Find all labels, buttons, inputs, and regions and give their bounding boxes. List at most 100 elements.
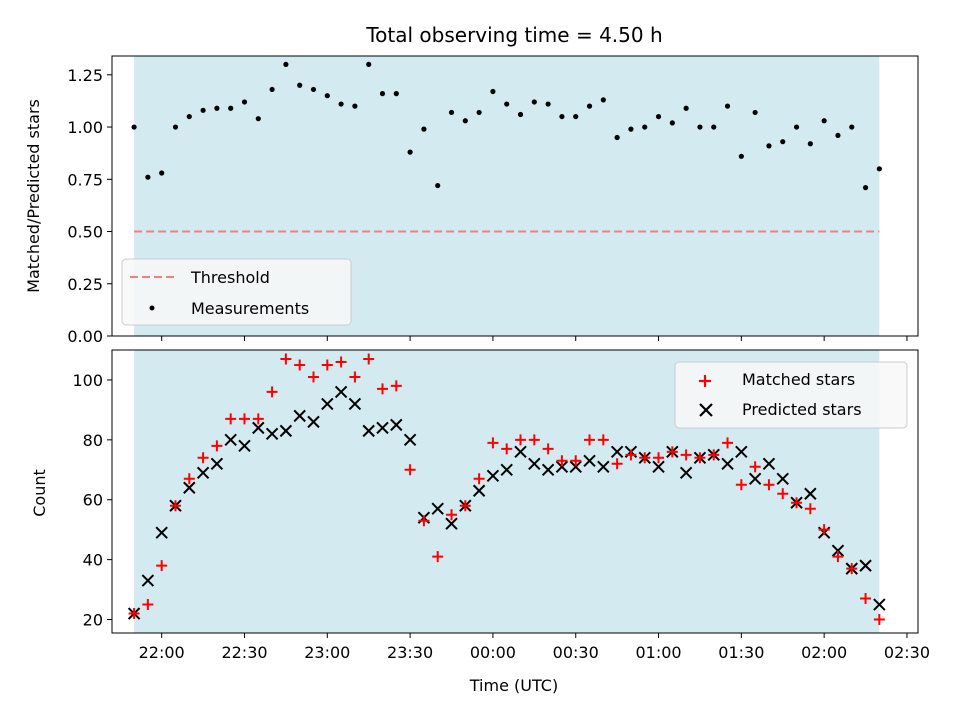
predicted-stars-point [403, 433, 417, 447]
predicted-stars-point [196, 466, 210, 479]
measurement-point [324, 93, 330, 99]
matched-stars-point [446, 509, 458, 521]
predicted-stars-point [334, 385, 348, 399]
measurement-point [172, 124, 179, 130]
measurement-point [352, 103, 358, 109]
matched-stars-point [404, 464, 416, 476]
matched-stars-point [873, 614, 885, 626]
measurement-point [545, 101, 551, 107]
top-axes-frame [111, 55, 919, 337]
matched-stars-point [321, 359, 333, 371]
measurement-point [214, 105, 220, 111]
measurement-point [849, 124, 855, 130]
predicted-stars-point [776, 472, 789, 485]
measurement-point [738, 153, 744, 159]
legend-measurements-swatch [149, 305, 155, 311]
bottom-panel: 20 40 60 80 100 22:00 22:30 23:00 23:30 00:00 00:3… [30, 349, 930, 695]
x-tick-label: 23:00 [304, 643, 350, 662]
measurement-point [379, 91, 386, 97]
matched-stars-point [459, 500, 471, 512]
measurement-point [186, 113, 192, 120]
matched-stars-point [639, 452, 651, 464]
measurement-point [573, 113, 579, 120]
measurement-point [283, 61, 289, 67]
measurement-point [876, 166, 882, 172]
matched-stars-point [846, 563, 858, 575]
predicted-stars-point [445, 517, 458, 530]
top-y-tick-label: 0.00 [67, 327, 103, 346]
matched-stars-point [473, 473, 485, 485]
bottom-axes-frame [111, 349, 919, 634]
matched-stars-point [832, 551, 844, 563]
matched-stars-point [308, 371, 319, 383]
measurement-point [297, 82, 303, 88]
measurement-point [366, 61, 372, 67]
legend-threshold-label: Threshold [190, 268, 270, 287]
matched-stars-point [363, 353, 375, 365]
predicted-stars-point [831, 544, 845, 557]
measurement-point [145, 174, 151, 180]
predicted-stars-point [555, 460, 569, 474]
legend-measurements-label: Measurements [191, 299, 309, 318]
predicted-stars-point [472, 484, 486, 497]
measurement-point [793, 124, 800, 130]
predicted-stars-point [486, 469, 500, 482]
measurement-point [490, 88, 496, 95]
matched-stars-point [804, 503, 816, 515]
predicted-stars-point [859, 559, 872, 572]
predicted-stars-point [390, 418, 403, 432]
measurement-point [559, 113, 565, 120]
legend-matched-swatch [699, 375, 711, 387]
measurement-point [780, 139, 786, 145]
x-tick-label: 02:00 [801, 643, 847, 662]
measurement-point [600, 97, 606, 103]
measurement-point [655, 113, 662, 120]
x-axis-label: Time (UTC) [469, 676, 558, 695]
matched-stars-point [238, 413, 250, 425]
matched-stars-point [777, 488, 789, 500]
predicted-stars-point [362, 424, 375, 438]
bottom-legend: Matched stars Predicted stars [674, 361, 908, 429]
matched-stars-point [860, 593, 872, 605]
x-tick-label: 02:30 [884, 643, 930, 662]
predicted-stars-point [141, 574, 155, 587]
x-tick-label: 00:30 [553, 643, 599, 662]
matched-stars-point [225, 413, 237, 425]
top-y-tick-label: 0.75 [67, 170, 103, 189]
matched-stars-point [528, 434, 540, 446]
measurement-point [683, 105, 689, 111]
measurement-point [766, 143, 772, 149]
predicted-stars-point [804, 487, 817, 500]
predicted-stars-point [679, 466, 693, 479]
bottom-y-tick-label: 100 [72, 371, 103, 390]
predicted-stars-point [210, 457, 224, 471]
matched-stars-point [156, 560, 168, 572]
measurement-point [200, 107, 206, 113]
matched-stars-point [708, 449, 720, 461]
matched-stars-point [432, 551, 444, 563]
measurement-point [642, 124, 648, 130]
matched-stars-point [735, 479, 747, 491]
matched-stars-point [128, 608, 140, 620]
measurement-point [517, 111, 524, 118]
predicted-stars-point [610, 445, 624, 459]
matched-stars-point [680, 449, 692, 461]
measurement-point [228, 105, 234, 111]
matched-stars-point [169, 500, 181, 512]
measurement-point [338, 101, 344, 107]
predicted-stars-point [431, 502, 444, 515]
measurement-point [393, 91, 399, 97]
measurement-point [835, 132, 841, 139]
predicted-stars-point [514, 445, 527, 459]
top-y-tick-label: 0.25 [67, 275, 103, 294]
predicted-stars-point [541, 463, 555, 476]
matched-stars-point [349, 371, 361, 383]
measurement-point [807, 141, 813, 147]
top-legend-box [121, 258, 352, 326]
matched-stars-point [211, 440, 223, 452]
measurement-point [821, 118, 827, 124]
matched-stars-point [722, 437, 734, 449]
matched-stars-point [487, 437, 499, 449]
top-y-tick-label: 1.25 [67, 66, 103, 85]
matched-stars-point [653, 452, 665, 464]
